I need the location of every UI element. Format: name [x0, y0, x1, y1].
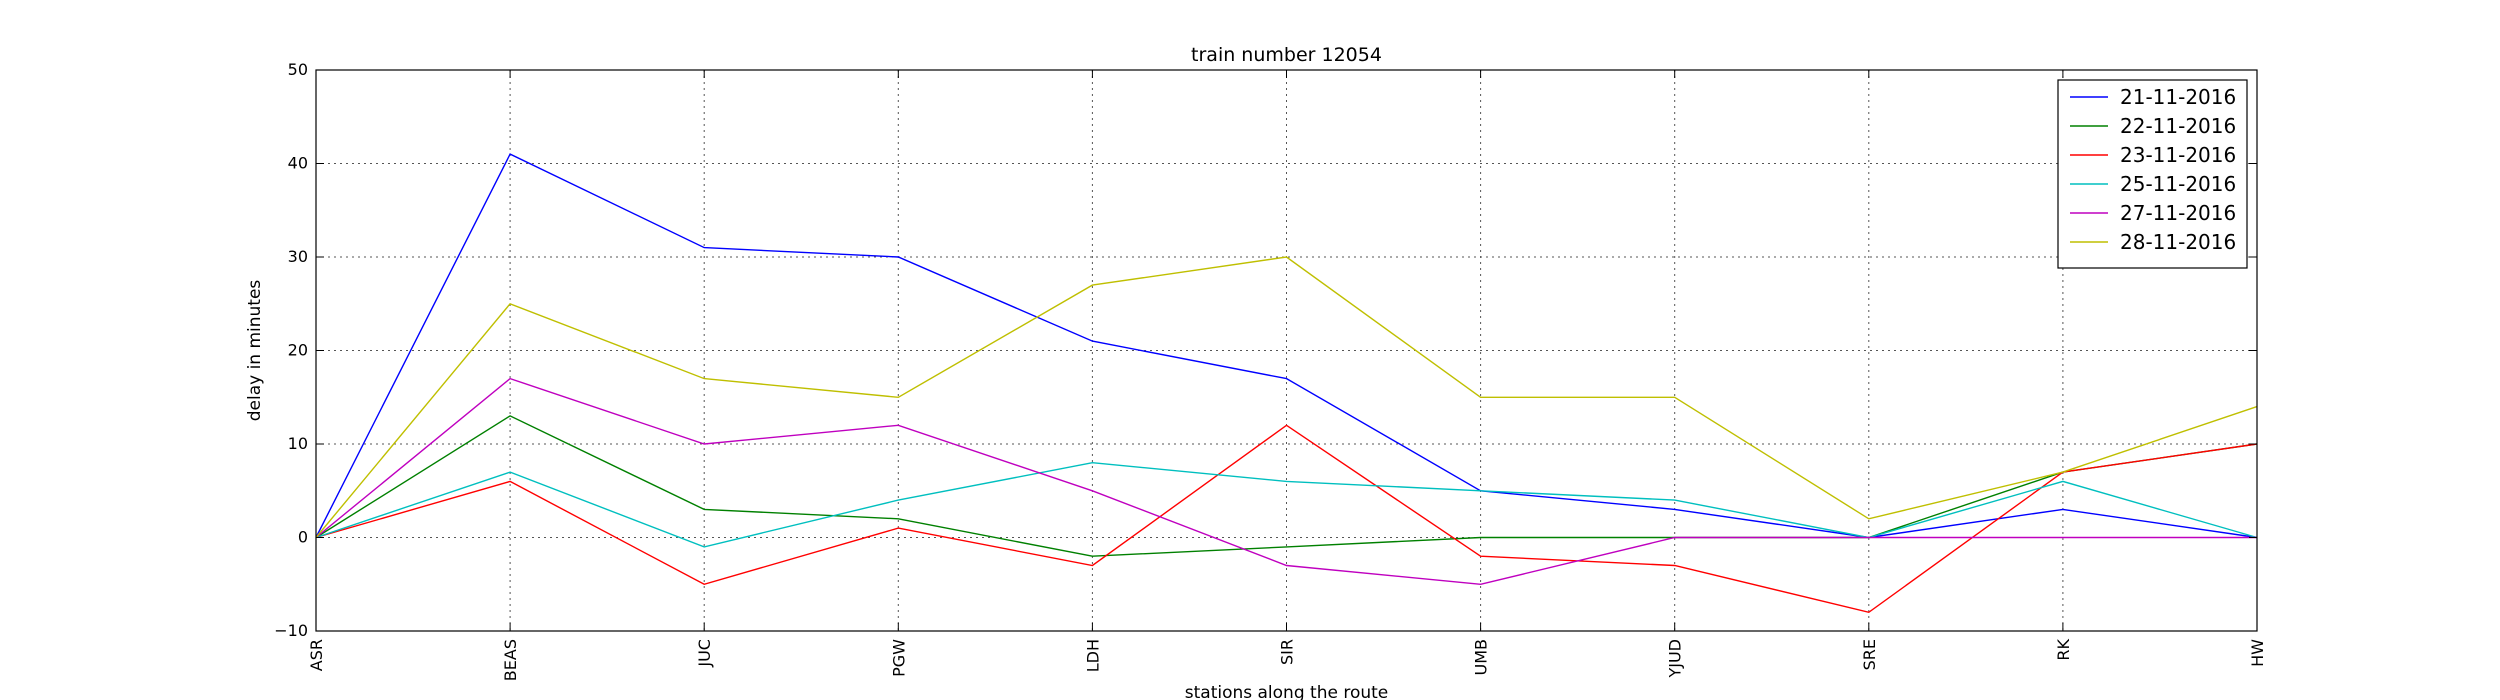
y-tick-label: 30 [288, 247, 308, 266]
series-line [315, 461, 2258, 548]
y-tick-label: 0 [298, 528, 308, 547]
legend-label: 21-11-2016 [2120, 85, 2236, 109]
x-tick-label: RK [2054, 638, 2073, 660]
x-tick-label: YJUD [1666, 639, 1685, 679]
legend-label: 27-11-2016 [2120, 201, 2236, 225]
y-tick-label: −10 [274, 621, 308, 640]
legend-box [2057, 79, 2248, 269]
x-tick-label: JUC [695, 639, 714, 668]
series-line [315, 424, 2258, 614]
legend-label: 22-11-2016 [2120, 114, 2236, 138]
legend: 21-11-2016 22-11-2016 23-11-2016 25-11-2016… [2057, 79, 2248, 269]
axis-ticks: ASR BEAS JUC PGW LDH SIR UMB YJUD SRE RK HW −10 0 10 2… [274, 60, 2267, 681]
x-tick-label: SRE [1860, 639, 1879, 670]
series-line [315, 256, 2258, 538]
y-tick-label: 10 [288, 434, 308, 453]
y-axis-label: delay in minutes [245, 280, 265, 422]
x-tick-label: HW [2248, 639, 2267, 667]
series-line [315, 415, 2258, 557]
series-lines [315, 153, 2258, 614]
y-tick-label: 20 [288, 341, 308, 360]
y-tick-label: 40 [288, 154, 308, 173]
x-tick-label: ASR [307, 639, 326, 671]
series-line [315, 377, 2257, 586]
legend-label: 23-11-2016 [2120, 143, 2236, 167]
y-tick-label: 50 [288, 60, 308, 79]
x-tick-label: SIR [1278, 639, 1297, 665]
x-axis-label: stations along the route [1185, 683, 1389, 700]
x-tick-label: UMB [1472, 639, 1491, 676]
legend-label: 28-11-2016 [2120, 230, 2236, 254]
x-tick-label: BEAS [501, 639, 520, 681]
legend-label: 25-11-2016 [2120, 172, 2236, 196]
series-line [315, 153, 2258, 539]
chart-title: train number 12054 [1191, 44, 1382, 66]
x-tick-label: LDH [1083, 639, 1102, 672]
x-tick-label: PGW [889, 639, 908, 677]
